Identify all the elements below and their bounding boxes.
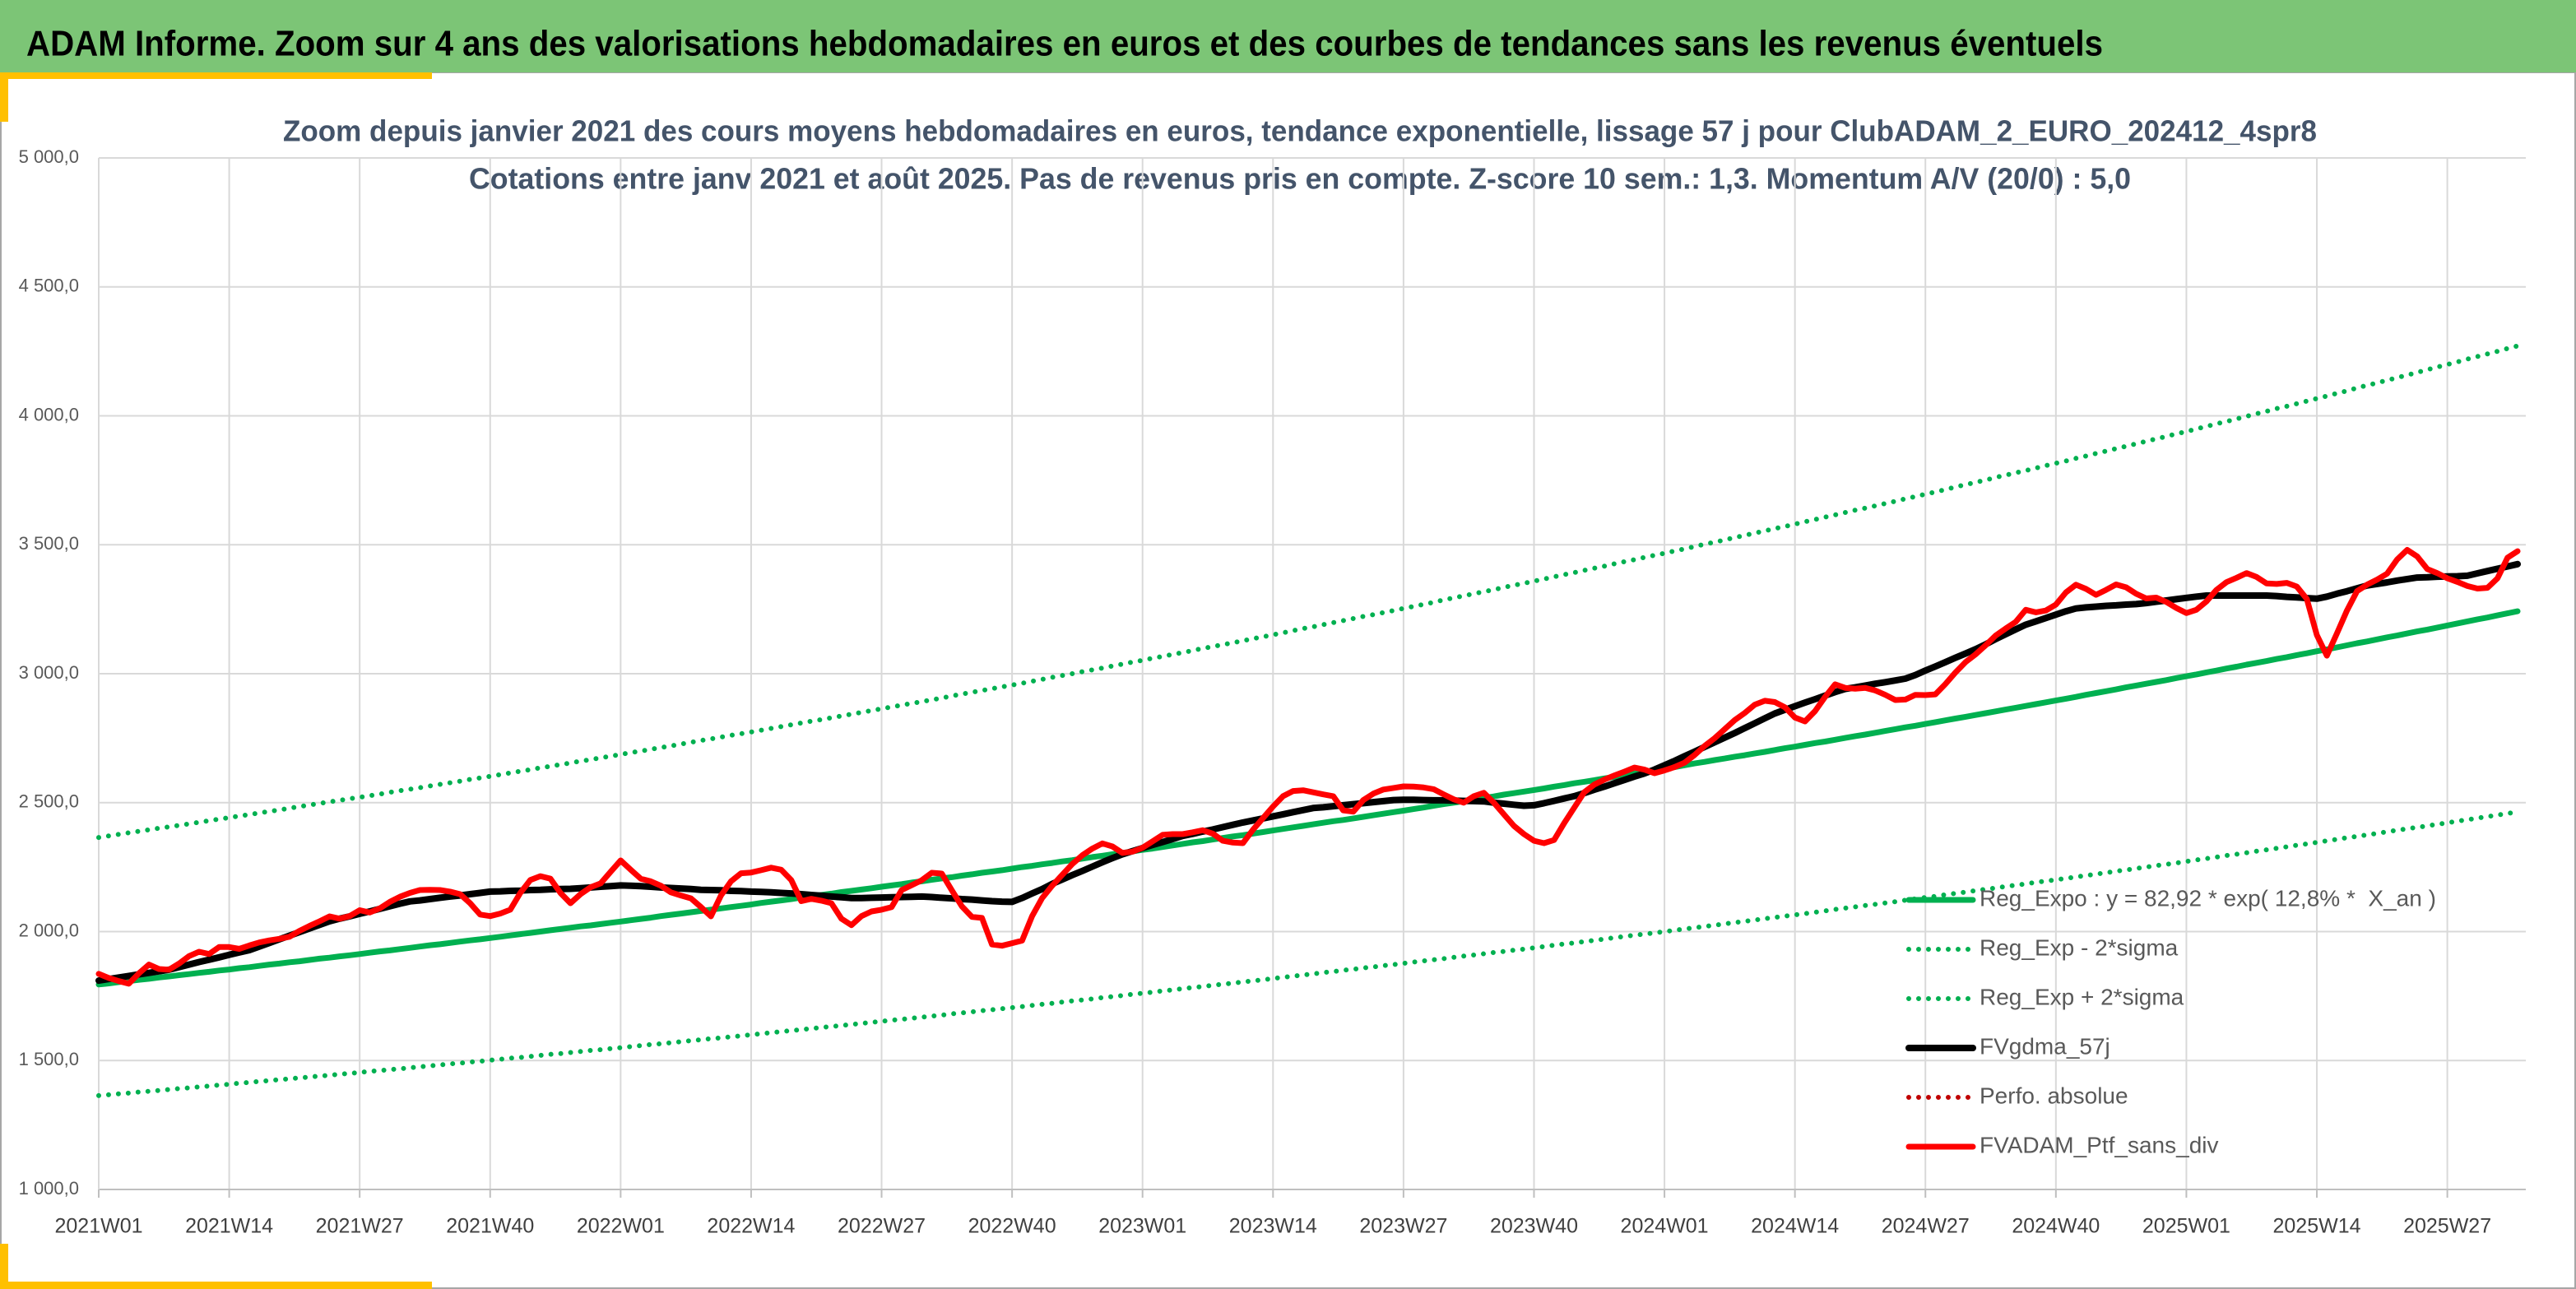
x-tick-label: 2022W27	[838, 1215, 926, 1238]
y-tick-label: 1 000,0	[19, 1178, 79, 1199]
x-tick-label: 2022W01	[577, 1215, 665, 1238]
x-tick-label: 2021W27	[316, 1215, 404, 1238]
y-tick-label: 4 500,0	[19, 276, 79, 296]
chart-title: Zoom depuis janvier 2021 des cours moyen…	[283, 114, 2317, 148]
accent	[0, 72, 8, 122]
plot	[95, 343, 2521, 1098]
x-tick-label: 2024W27	[1882, 1215, 1970, 1238]
legend: Reg_Expo : y = 82,92 * exp( 12,8% * X_an…	[1905, 885, 2436, 1157]
page-title: ADAM Informe. Zoom sur 4 ans des valoris…	[26, 24, 2103, 64]
y-tick-label: 3 500,0	[19, 533, 79, 554]
legend-label: Reg_Expo : y = 82,92 * exp( 12,8% * X_an…	[1980, 885, 2436, 911]
series-line	[96, 343, 2520, 841]
x-tick-label: 2024W40	[2012, 1215, 2100, 1238]
series-line	[95, 560, 2521, 985]
x-tick-label: 2022W14	[707, 1215, 795, 1238]
y-tick-label: 3 000,0	[19, 662, 79, 683]
accent	[0, 1282, 432, 1289]
x-tick-label: 2025W27	[2403, 1215, 2491, 1238]
accent	[0, 1244, 8, 1289]
legend-label: Perfo. absolue	[1980, 1083, 2128, 1108]
x-tick-label: 2023W40	[1490, 1215, 1578, 1238]
y-tick-label: 1 500,0	[19, 1049, 79, 1069]
legend-label: Reg_Exp + 2*sigma	[1980, 984, 2184, 1009]
series-line	[95, 547, 2521, 987]
y-tick-label: 2 000,0	[19, 920, 79, 940]
x-tick-label: 2021W14	[185, 1215, 273, 1238]
x-tick-label: 2023W01	[1098, 1215, 1186, 1238]
y-tick-label: 2 500,0	[19, 791, 79, 812]
series-line	[96, 809, 2520, 1098]
legend-label: FVgdma_57j	[1980, 1033, 2110, 1059]
x-tick-label: 2024W01	[1621, 1215, 1709, 1238]
x-tick-label: 2021W40	[446, 1215, 534, 1238]
chart-subtitle: Cotations entre janv 2021 et août 2025. …	[469, 162, 2131, 196]
legend-label: FVADAM_Ptf_sans_div	[1980, 1132, 2219, 1157]
x-tick-label: 2023W27	[1359, 1215, 1447, 1238]
accent	[0, 72, 432, 79]
x-tick-label: 2023W14	[1229, 1215, 1317, 1238]
x-tick-label: 2025W01	[2142, 1215, 2230, 1238]
series-line	[95, 608, 2521, 988]
legend-label: Reg_Exp - 2*sigma	[1980, 934, 2179, 960]
y-tick-label: 5 000,0	[19, 146, 79, 167]
x-tick-label: 2022W40	[968, 1215, 1056, 1238]
header-bar	[0, 0, 2576, 72]
y-tick-label: 4 000,0	[19, 404, 79, 424]
x-tick-label: 2025W14	[2273, 1215, 2361, 1238]
x-tick-label: 2024W14	[1751, 1215, 1839, 1238]
x-tick-label: 2021W01	[54, 1215, 142, 1238]
